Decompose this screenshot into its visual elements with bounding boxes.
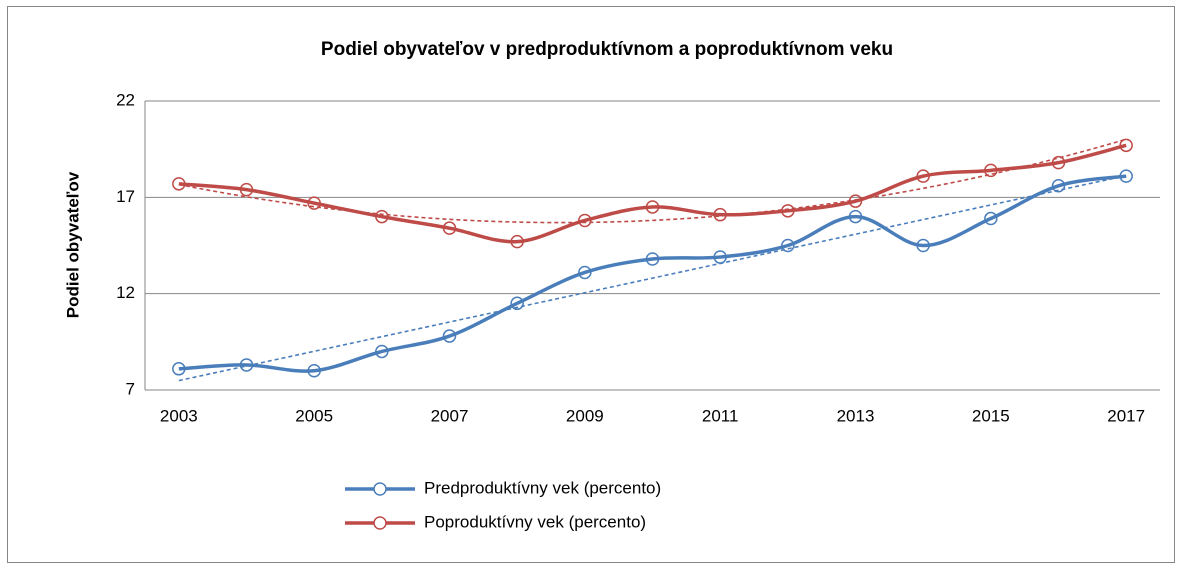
point (442, 221, 457, 235)
point (645, 252, 660, 266)
point (375, 344, 389, 359)
y-tick-label: 17 (116, 187, 135, 206)
point (713, 250, 727, 264)
legend-marker (373, 482, 387, 496)
x-tick-label: 2017 (1107, 406, 1145, 425)
point (916, 169, 930, 183)
point (1119, 169, 1133, 183)
point (578, 265, 592, 280)
legend-marker (373, 516, 387, 530)
point (848, 209, 863, 224)
x-tick-label: 2003 (160, 406, 198, 425)
trend-line (178, 138, 1127, 224)
point (239, 182, 254, 197)
point (781, 238, 795, 253)
point (984, 163, 998, 178)
point (1051, 155, 1066, 170)
y-tick-label: 7 (126, 379, 135, 398)
point (1119, 138, 1133, 153)
x-tick-label: 2007 (431, 406, 469, 425)
chart-title: Podiel obyvateľov v predproduktívnom a p… (321, 39, 893, 60)
y-axis-label: Podiel obyvateľov (63, 171, 82, 318)
point (239, 358, 254, 372)
point (848, 194, 863, 208)
point (307, 196, 321, 210)
x-tick-label: 2009 (566, 406, 604, 425)
point (510, 296, 524, 311)
point (713, 207, 727, 222)
chart-frame (7, 6, 1175, 563)
point (442, 329, 457, 343)
point (510, 234, 524, 249)
point (578, 213, 592, 228)
point (781, 204, 795, 218)
point (172, 362, 186, 376)
point (1051, 179, 1066, 193)
point (172, 177, 186, 191)
x-tick-label: 2011 (702, 406, 739, 425)
x-tick-label: 2005 (295, 406, 333, 425)
legend-label: Poproduktívny vek (percento) (424, 512, 646, 531)
point (307, 363, 321, 378)
point (375, 209, 389, 224)
trend-line (178, 174, 1127, 382)
x-tick-label: 2015 (972, 406, 1010, 425)
point (645, 200, 660, 214)
series-line (178, 143, 1127, 244)
series-line (178, 174, 1127, 373)
x-tick-label: 2013 (837, 406, 875, 425)
point (984, 211, 998, 226)
y-tick-label: 22 (116, 90, 135, 109)
y-tick-label: 12 (116, 283, 135, 302)
legend-label: Predproduktívny vek (percento) (424, 478, 661, 497)
point (916, 238, 930, 253)
